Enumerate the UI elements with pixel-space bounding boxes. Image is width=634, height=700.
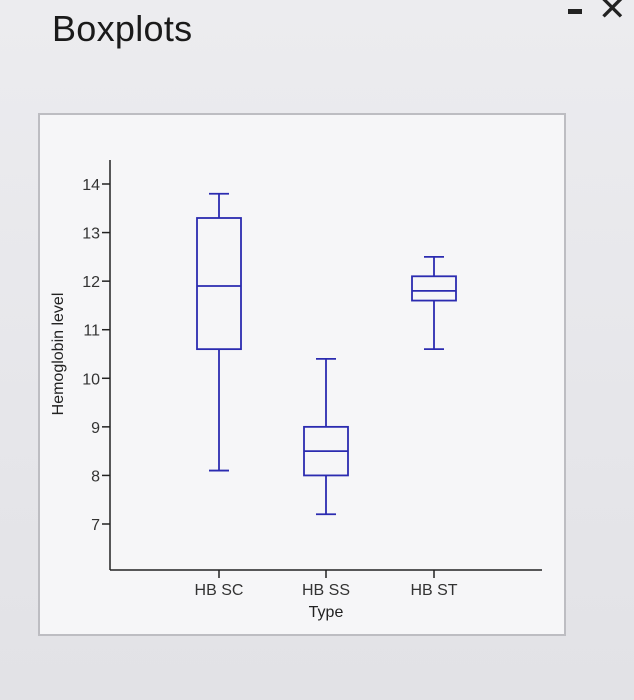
y-tick-label: 7 xyxy=(91,517,100,534)
x-tick-label: HB SS xyxy=(302,582,350,599)
y-tick-label: 8 xyxy=(91,468,100,485)
y-tick-label: 10 xyxy=(82,371,100,388)
box-hb-st xyxy=(411,255,457,351)
boxes xyxy=(196,192,457,516)
iqr-box xyxy=(196,217,242,351)
y-tick-label: 12 xyxy=(82,274,100,291)
x-axis-title: Type xyxy=(309,604,344,621)
y-axis-title: Hemoglobin level xyxy=(50,293,67,416)
box-hb-ss xyxy=(303,357,349,516)
y-ticks: 7 8 9 10 11 12 13 14 xyxy=(82,177,110,534)
box-hb-sc xyxy=(196,192,242,472)
y-tick-label: 9 xyxy=(91,420,100,437)
close-icon[interactable]: ✕ xyxy=(598,0,627,28)
y-tick-label: 14 xyxy=(82,177,100,194)
x-tick-label: HB SC xyxy=(195,582,244,599)
y-tick-label: 13 xyxy=(82,226,100,243)
chart-panel xyxy=(38,113,566,636)
x-ticks: HB SC HB SS HB ST xyxy=(195,570,458,599)
y-tick-label: 11 xyxy=(83,323,100,340)
x-tick-label: HB ST xyxy=(410,582,457,599)
iqr-box xyxy=(411,275,457,302)
page-title: Boxplots xyxy=(52,8,193,49)
